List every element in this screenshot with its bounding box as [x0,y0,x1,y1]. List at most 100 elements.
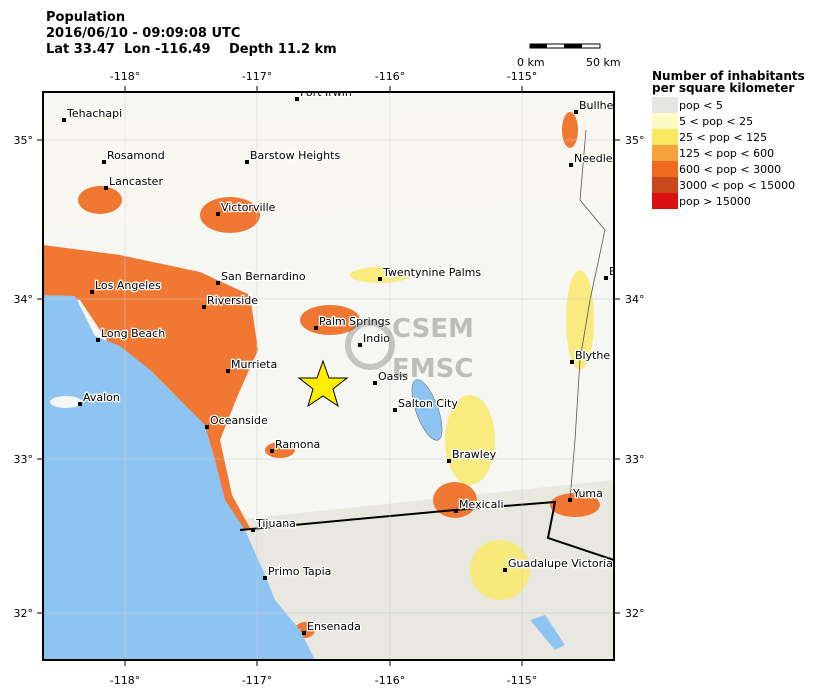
legend-swatch [652,177,678,193]
lat-label: 32° [625,607,645,620]
city-marker [270,449,274,453]
lat-label: 34° [625,293,645,306]
city-label: B [609,265,617,278]
lon-label: -117° [242,674,272,687]
city-marker [393,408,397,412]
city-label: Murrieta [231,358,277,371]
city-label: Tehachapi [66,107,122,120]
city-label: Tijuana [255,517,296,530]
city-marker [102,160,106,164]
city-marker [503,568,507,572]
lon-label: -115° [507,70,537,83]
city-marker [378,277,382,281]
legend-label: 25 < pop < 125 [679,131,767,144]
city-marker [205,425,209,429]
city-label: Primo Tapia [268,565,331,578]
city-label: Fort Irwin [300,86,352,99]
city-label: Riverside [207,294,258,307]
city-label: Long Beach [101,327,165,340]
city-marker [568,498,572,502]
map-area: Fort Irwin Tehachapi Bullhe Rosamond Barstow… [43,86,617,660]
city-marker [62,118,66,122]
city-label: Twentynine Palms [382,266,481,279]
city-marker [295,97,299,101]
logo-top: CSEM [392,314,474,344]
city-label: Guadalupe Victoria [508,557,613,570]
city-marker [574,110,578,114]
lat-label: 33° [14,453,34,466]
city-label: Ensenada [307,620,361,633]
lon-label: -117° [242,70,272,83]
city-label: Barstow Heights [250,149,340,162]
city-label: Victorville [221,201,276,214]
lat-label: 33° [625,453,645,466]
city-label: San Bernardino [221,270,306,283]
city-label: Indio [363,332,390,345]
legend-label: 600 < pop < 3000 [679,163,781,176]
city-label: Rosamond [107,149,165,162]
legend-swatch [652,193,678,209]
lon-label: -116° [375,70,405,83]
lon: Lon -116.49 [124,42,211,57]
logo: CSEM EMSC [345,314,474,384]
city-marker [570,360,574,364]
legend-label: 3000 < pop < 15000 [679,179,795,192]
city-marker [263,576,267,580]
city-marker [302,631,306,635]
legend-title: Number of inhabitants [652,69,805,83]
logo-bottom: EMSC [392,354,473,384]
legend-swatch [652,97,678,113]
city-marker [216,212,220,216]
city-label: Oasis [378,370,408,383]
legend-swatch [652,161,678,177]
city-marker [358,343,362,347]
city-marker [202,305,206,309]
legend-title: per square kilometer [652,81,794,95]
legend-swatch [652,145,678,161]
city-marker [216,281,220,285]
depth: Depth 11.2 km [229,42,337,57]
lon-label: -116° [375,674,405,687]
lat-label: 34° [14,293,34,306]
lat-label: 35° [625,134,645,147]
legend: Number of inhabitants per square kilomet… [652,69,805,209]
lon-label: -118° [110,674,140,687]
legend-label: 5 < pop < 25 [679,115,753,128]
lon-label: -118° [110,70,140,83]
city-marker [373,381,377,385]
city-label: Palm Springs [319,315,391,328]
city-marker [251,528,255,532]
city-label: Lancaster [109,175,163,188]
scale-bar: 0 km 50 km [517,43,621,69]
city-label: Needle [574,152,613,165]
city-label: Salton City [398,397,458,410]
city-label: Brawley [452,448,497,461]
city-label: Blythe [575,349,610,362]
city-label: Los Angeles [95,279,161,292]
city-label: Mexicali [459,498,504,511]
lat-label: 32° [14,607,34,620]
lon-label: -115° [507,674,537,687]
city-marker [314,326,318,330]
title: Population [46,10,125,25]
scale-start: 0 km [517,56,545,69]
city-label: Avalon [83,391,120,404]
city-marker [447,459,451,463]
city-marker [245,160,249,164]
city-marker [569,163,573,167]
city-marker [454,509,458,513]
city-label: Bullhe [579,99,614,112]
city-label: Ramona [275,438,320,451]
city-marker [90,290,94,294]
legend-label: pop < 5 [679,99,723,112]
epicenter [297,359,349,408]
lat-label: 35° [14,134,34,147]
city-marker [226,369,230,373]
city-marker [96,338,100,342]
city-marker [104,186,108,190]
frame [42,91,615,661]
legend-label: pop > 15000 [679,195,751,208]
city-label: Oceanside [210,414,268,427]
city-marker [78,402,82,406]
